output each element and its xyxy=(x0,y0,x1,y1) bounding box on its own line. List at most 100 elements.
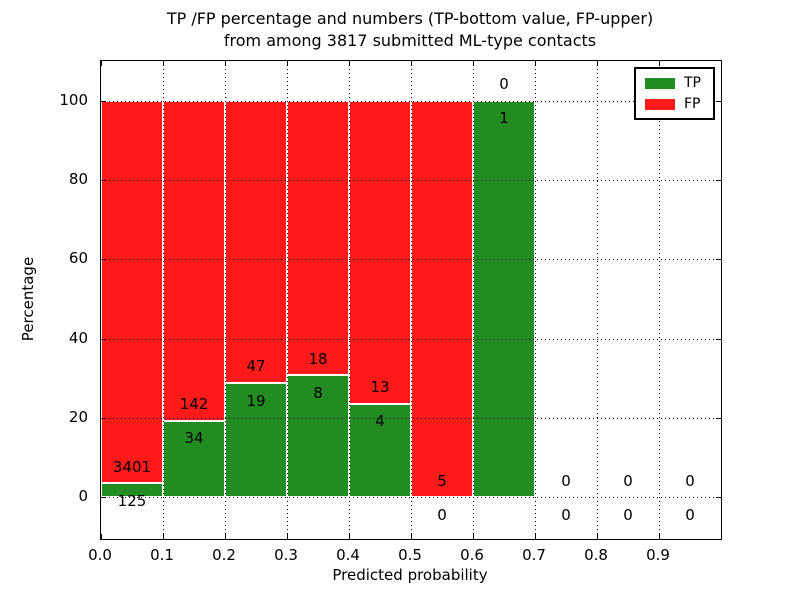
fp-legend-label: FP xyxy=(684,96,701,112)
x-tick-mark xyxy=(101,61,102,66)
x-tick-label: 0.7 xyxy=(522,546,546,564)
x-tick-label: 0.8 xyxy=(584,546,608,564)
fp-count-label: 18 xyxy=(308,349,328,368)
y-tick-label: 0 xyxy=(78,487,88,506)
x-tick-mark xyxy=(535,534,536,539)
fp-count-label: 142 xyxy=(179,395,209,414)
fp-count-label: 0 xyxy=(623,471,633,490)
y-tick-mark xyxy=(101,338,106,340)
chart-title-line1: TP /FP percentage and numbers (TP-bottom… xyxy=(166,9,654,28)
vertical-gridline xyxy=(349,61,350,539)
y-tick-mark xyxy=(101,100,106,102)
vertical-gridline xyxy=(597,61,598,539)
y-tick-mark xyxy=(716,497,721,499)
fp-bar-segment xyxy=(101,100,163,484)
x-tick-label: 0.9 xyxy=(646,546,670,564)
x-tick-mark xyxy=(411,534,412,539)
x-tick-mark xyxy=(535,61,536,66)
y-tick-label: 80 xyxy=(68,170,88,188)
tp-bar-segment xyxy=(473,100,535,498)
x-tick-label: 0.3 xyxy=(274,546,298,564)
fp-bar-segment xyxy=(225,100,287,384)
x-tick-mark xyxy=(163,61,164,66)
vertical-gridline xyxy=(659,61,660,539)
fp-bar-segment xyxy=(349,100,411,404)
x-tick-label: 0.0 xyxy=(88,546,112,564)
fp-bar-segment xyxy=(287,100,349,376)
fp-count-label: 47 xyxy=(246,357,266,376)
legend-entry-tp: TP xyxy=(645,76,701,90)
vertical-gridline xyxy=(163,61,164,539)
tp-count-label: 0 xyxy=(685,505,695,524)
y-tick-mark xyxy=(101,259,106,261)
tp-count-label: 1 xyxy=(499,109,509,128)
tp-count-label: 0 xyxy=(623,505,633,524)
tp-count-label: 0 xyxy=(561,505,571,524)
tp-count-label: 19 xyxy=(246,391,266,410)
x-tick-mark xyxy=(659,61,660,66)
vertical-gridline xyxy=(411,61,412,539)
fp-count-label: 13 xyxy=(370,378,390,397)
y-tick-label: 60 xyxy=(68,249,88,268)
y-tick-mark xyxy=(716,338,721,340)
tp-bar-segment xyxy=(225,383,287,498)
fp-count-label: 0 xyxy=(561,471,571,490)
y-tick-mark xyxy=(716,259,721,261)
fp-count-label: 0 xyxy=(685,471,695,490)
y-tick-label: 20 xyxy=(68,408,88,426)
fp-legend-swatch xyxy=(645,98,675,110)
x-tick-mark xyxy=(287,534,288,539)
tp-legend-label: TP xyxy=(684,75,701,91)
y-tick-mark xyxy=(101,418,106,419)
x-tick-mark xyxy=(597,534,598,539)
x-tick-mark xyxy=(659,534,660,539)
x-tick-label: 0.1 xyxy=(150,546,174,564)
x-tick-mark xyxy=(225,534,226,539)
fp-bar-segment xyxy=(163,100,225,421)
chart-title: TP /FP percentage and numbers (TP-bottom… xyxy=(100,8,720,52)
x-tick-mark xyxy=(349,534,350,539)
vertical-gridline xyxy=(473,61,474,539)
tp-bar-segment xyxy=(287,375,349,498)
y-tick-label: 40 xyxy=(68,328,88,347)
fp-count-label: 3401 xyxy=(112,457,152,476)
fp-count-label: 5 xyxy=(437,471,447,490)
x-tick-mark xyxy=(225,61,226,66)
tp-count-label: 0 xyxy=(437,505,447,524)
plot-area: TP FP 3401 125 142 34 47 19 18 8 13 4 5 0 0 1 0 0 0 0 0 0 xyxy=(100,60,722,540)
tp-bar-segment xyxy=(101,483,163,498)
x-tick-mark xyxy=(473,534,474,539)
y-tick-mark xyxy=(716,180,721,181)
x-tick-mark xyxy=(349,61,350,66)
vertical-gridline xyxy=(287,61,288,539)
x-tick-label: 0.5 xyxy=(398,546,422,564)
tp-bar-segment xyxy=(163,420,225,498)
tp-count-label: 8 xyxy=(313,383,323,402)
y-tick-mark xyxy=(101,497,106,499)
y-tick-mark xyxy=(716,100,721,102)
y-tick-mark xyxy=(101,180,106,181)
x-tick-label: 0.4 xyxy=(336,546,360,564)
y-tick-mark xyxy=(716,418,721,419)
x-tick-label: 0.2 xyxy=(212,546,236,564)
y-tick-label: 100 xyxy=(59,90,88,109)
x-tick-mark xyxy=(411,61,412,66)
x-tick-mark xyxy=(101,534,102,539)
legend-entry-fp: FP xyxy=(645,97,701,111)
x-tick-label: 0.6 xyxy=(460,546,484,564)
tp-count-label: 34 xyxy=(184,429,204,448)
vertical-gridline xyxy=(535,61,536,539)
x-axis-label: Predicted probability xyxy=(332,566,488,584)
x-tick-mark xyxy=(473,61,474,66)
fp-bar-segment xyxy=(411,100,473,498)
x-tick-mark xyxy=(597,61,598,66)
fp-count-label: 0 xyxy=(499,75,509,93)
chart-title-line2: from among 3817 submitted ML-type contac… xyxy=(223,31,597,50)
x-tick-mark xyxy=(163,534,164,539)
tp-count-label: 4 xyxy=(375,412,385,431)
legend: TP FP xyxy=(634,67,715,120)
y-axis-label: Percentage xyxy=(19,256,37,342)
x-tick-mark xyxy=(287,61,288,66)
vertical-gridline xyxy=(225,61,226,539)
tp-legend-swatch xyxy=(645,77,675,89)
